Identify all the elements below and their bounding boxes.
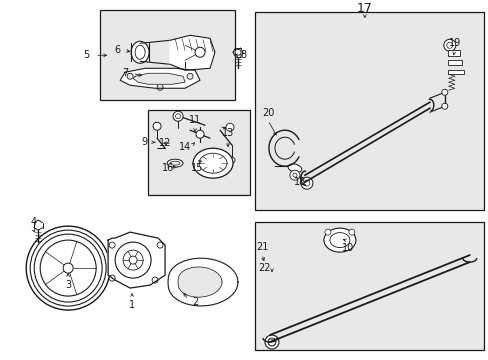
Text: 8: 8 — [240, 50, 245, 60]
Ellipse shape — [135, 45, 145, 59]
Text: 9: 9 — [141, 137, 147, 147]
Ellipse shape — [170, 161, 180, 165]
Bar — [447, 60, 461, 65]
Circle shape — [173, 111, 183, 121]
Circle shape — [152, 277, 158, 283]
Text: 6: 6 — [114, 45, 120, 55]
Text: 22: 22 — [258, 263, 271, 273]
Circle shape — [441, 103, 447, 109]
Circle shape — [348, 229, 354, 235]
Ellipse shape — [199, 153, 226, 173]
Circle shape — [441, 89, 447, 95]
Circle shape — [153, 122, 161, 130]
Polygon shape — [178, 267, 222, 297]
Circle shape — [195, 47, 204, 57]
Circle shape — [267, 338, 275, 346]
Circle shape — [187, 73, 193, 79]
Circle shape — [446, 42, 452, 48]
Circle shape — [324, 229, 330, 235]
Bar — [254, 222, 483, 350]
Text: 15: 15 — [190, 163, 203, 173]
Ellipse shape — [287, 164, 301, 172]
Ellipse shape — [131, 41, 149, 63]
Text: 12: 12 — [159, 138, 171, 148]
Text: 21: 21 — [255, 242, 267, 252]
Circle shape — [225, 123, 234, 131]
Text: 10: 10 — [341, 243, 353, 253]
Circle shape — [235, 49, 241, 55]
Bar — [148, 110, 249, 195]
Bar — [254, 12, 483, 210]
Polygon shape — [133, 73, 184, 84]
Circle shape — [129, 256, 137, 264]
Text: 19: 19 — [448, 38, 460, 48]
Circle shape — [443, 39, 455, 51]
Bar — [447, 50, 459, 56]
Ellipse shape — [167, 159, 183, 167]
Circle shape — [40, 240, 96, 296]
Polygon shape — [170, 35, 215, 70]
Circle shape — [175, 114, 180, 119]
Polygon shape — [168, 258, 238, 306]
Text: 16: 16 — [162, 163, 174, 173]
Circle shape — [300, 177, 312, 189]
Circle shape — [109, 275, 115, 281]
Ellipse shape — [193, 148, 233, 178]
Circle shape — [157, 242, 163, 248]
Circle shape — [181, 70, 189, 78]
Circle shape — [289, 170, 299, 180]
Text: 7: 7 — [122, 68, 128, 78]
Text: 11: 11 — [188, 115, 201, 125]
Circle shape — [123, 250, 143, 270]
Text: 17: 17 — [356, 2, 372, 15]
Text: 13: 13 — [222, 128, 234, 138]
Circle shape — [304, 180, 309, 186]
Circle shape — [292, 173, 296, 177]
Text: 3: 3 — [65, 280, 71, 290]
Polygon shape — [108, 232, 165, 288]
Text: 14: 14 — [179, 142, 191, 152]
Circle shape — [63, 263, 73, 273]
Text: 2: 2 — [191, 297, 198, 307]
Circle shape — [127, 73, 133, 79]
Polygon shape — [120, 68, 200, 88]
Text: 1: 1 — [129, 300, 135, 310]
Circle shape — [196, 130, 203, 138]
Text: 18: 18 — [293, 177, 305, 187]
Text: 5: 5 — [83, 50, 89, 60]
Ellipse shape — [329, 233, 349, 248]
Circle shape — [157, 84, 163, 90]
Ellipse shape — [323, 228, 355, 252]
Circle shape — [228, 157, 235, 163]
Circle shape — [109, 242, 115, 248]
Text: 4: 4 — [30, 217, 36, 227]
Circle shape — [264, 335, 278, 349]
Bar — [100, 10, 235, 100]
Bar — [447, 70, 463, 74]
Circle shape — [115, 242, 151, 278]
Text: 20: 20 — [261, 108, 274, 118]
